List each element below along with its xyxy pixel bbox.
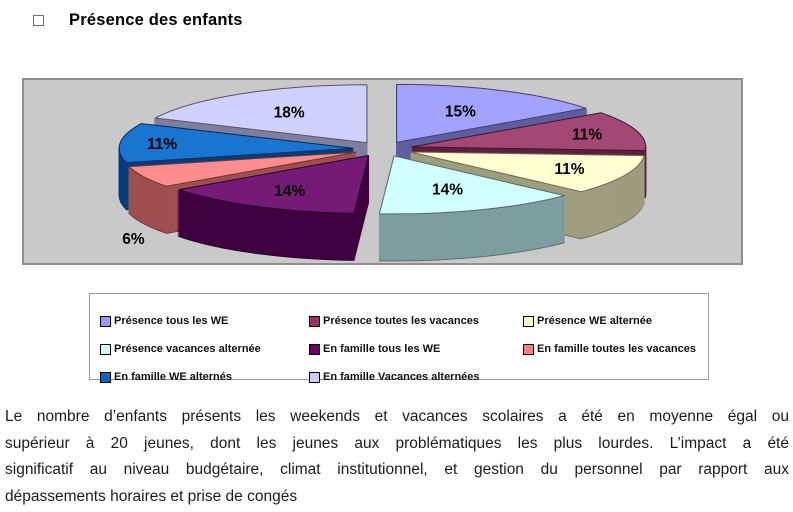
caption-line: significatif au niveau budgétaire, clima…: [5, 461, 789, 478]
legend-label: Présence WE alternée: [537, 315, 652, 327]
slice-label: 14%: [274, 183, 305, 200]
legend-item: En famille Vacances alternées: [309, 371, 523, 383]
legend-label: Présence tous les WE: [114, 315, 229, 327]
slice-label: 15%: [445, 103, 476, 120]
pie-chart: 15% 11% 11% 14% 14% 6% 11% 18%: [118, 83, 647, 262]
slice-label: 6%: [122, 231, 145, 248]
pie-slice: [118, 123, 354, 164]
chart-legend: Présence tous les WE Présence toutes les …: [89, 293, 709, 383]
caption-line: dépassements horaires et prise de congés: [5, 487, 298, 505]
legend-swatch: [100, 343, 111, 355]
caption-line: supérieur à 20 jeunes, dont les jeunes a…: [5, 434, 789, 452]
slice-label: 11%: [572, 126, 602, 143]
legend-label: En famille toutes les vacances: [537, 343, 696, 355]
legend-item: En famille WE alternés: [100, 371, 309, 383]
legend-swatch: [523, 315, 534, 327]
section-heading: Présence des enfants: [33, 11, 243, 30]
legend-item: En famille toutes les vacances: [523, 343, 708, 355]
pie-slice: [378, 155, 566, 215]
caption-paragraph: Le nombre d’enfants présents les weekend…: [5, 404, 789, 510]
caption-line: Le nombre d’enfants présents les weekend…: [5, 408, 789, 425]
pie-slice: [178, 155, 369, 214]
legend-label: En famille Vacances alternées: [323, 371, 480, 383]
square-bullet-icon: [33, 15, 44, 26]
legend-item: En famille tous les WE: [309, 343, 523, 355]
slice-label: 18%: [274, 104, 305, 121]
legend-swatch: [309, 343, 320, 355]
legend-item: Présence WE alternée: [523, 315, 708, 327]
legend-swatch: [309, 371, 320, 383]
legend-item: Présence vacances alternée: [100, 343, 309, 355]
legend-swatch: [100, 371, 111, 383]
section-title: Présence des enfants: [69, 11, 243, 29]
legend-swatch: [100, 315, 111, 327]
pie-slice: [396, 83, 587, 143]
legend-item: Présence toutes les vacances: [309, 315, 523, 327]
pie-slice: [410, 151, 645, 193]
slice-label: 14%: [432, 181, 463, 198]
legend-label: En famille WE alternés: [114, 371, 232, 383]
pie-slice: [411, 112, 647, 152]
legend-swatch: [309, 315, 320, 327]
legend-label: Présence vacances alternée: [114, 343, 261, 355]
legend-swatch: [523, 343, 534, 355]
pie-slice: [128, 151, 357, 187]
pie-chart-plot-area: 15% 11% 11% 14% 14% 6% 11% 18%: [22, 78, 743, 265]
legend-item: Présence tous les WE: [100, 315, 309, 327]
legend-label: Présence toutes les vacances: [323, 315, 479, 327]
legend-label: En famille tous les WE: [323, 343, 441, 355]
slice-label: 11%: [147, 136, 177, 153]
slice-label: 11%: [554, 161, 584, 178]
pie-slice: [154, 84, 368, 144]
